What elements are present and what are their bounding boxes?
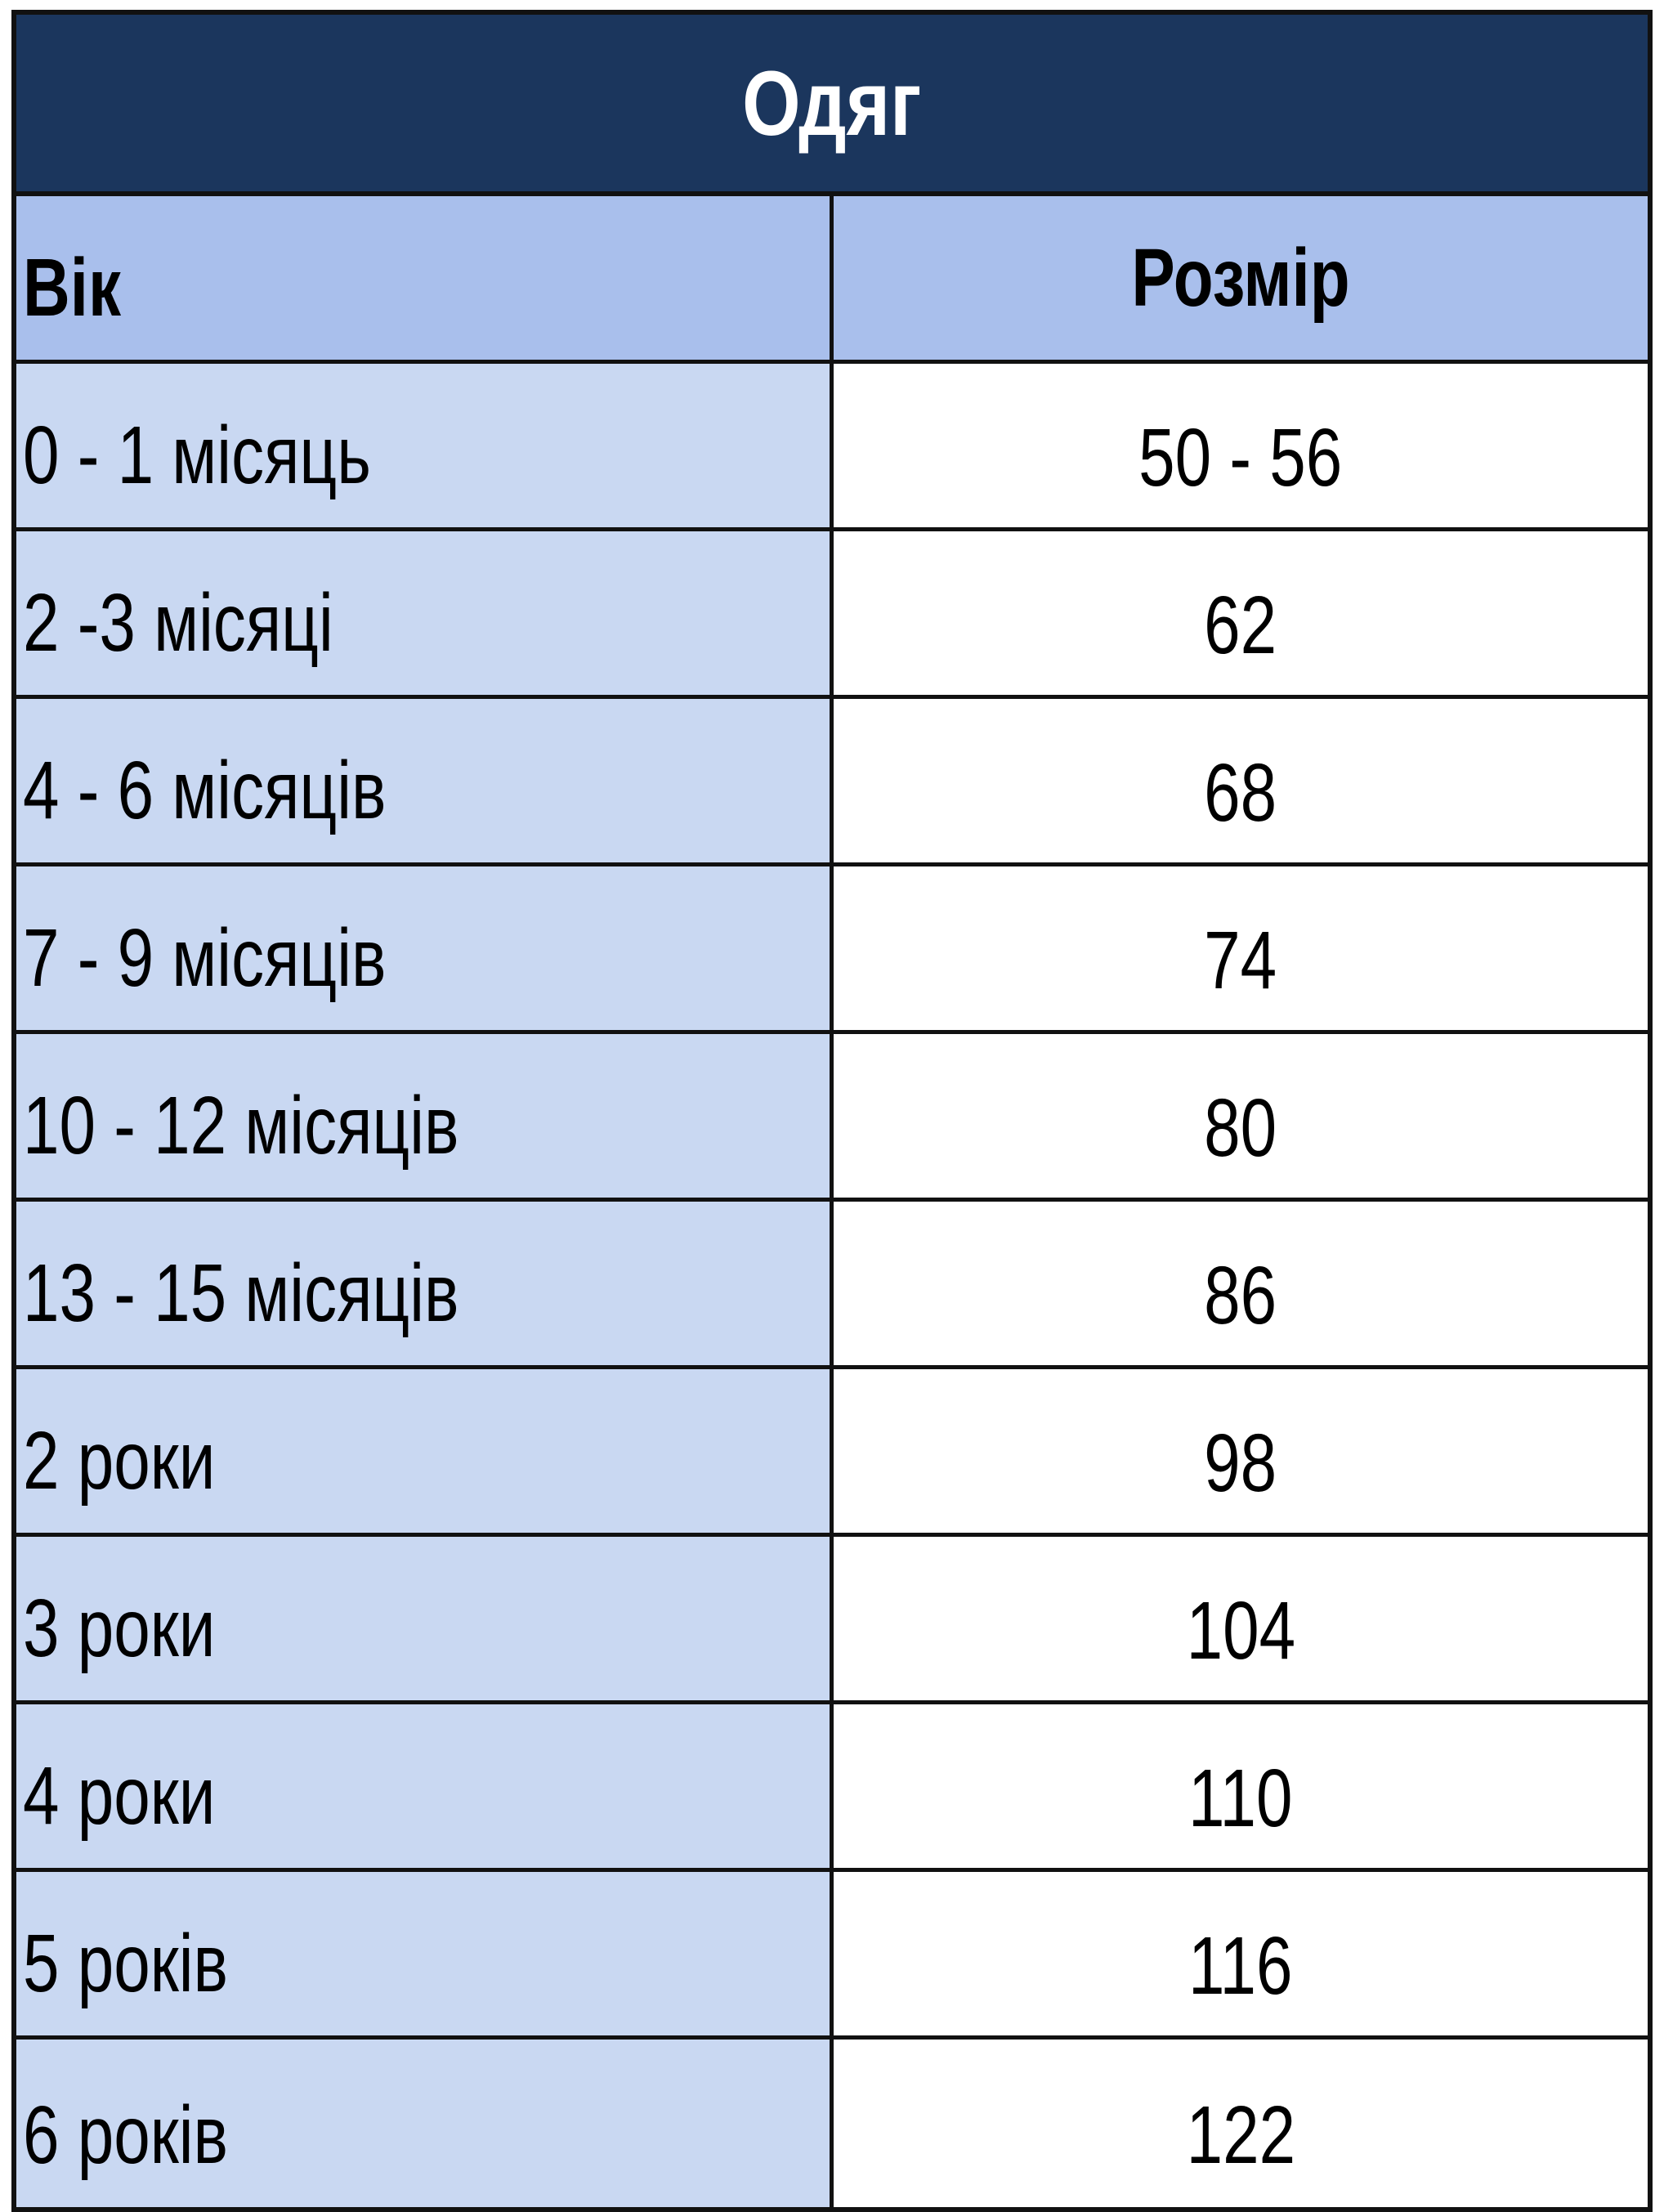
table-title: Одяг: [16, 15, 1648, 196]
size-text: 98: [1204, 1417, 1277, 1509]
age-cell: 5 років: [16, 1872, 834, 2035]
age-cell: 0 - 1 місяць: [16, 364, 834, 527]
age-cell: 13 - 15 місяців: [16, 1202, 834, 1365]
age-text: 5 років: [23, 1918, 228, 2009]
age-text: 2 роки: [23, 1415, 216, 1507]
table-row: 7 - 9 місяців 74: [16, 866, 1648, 1034]
header-size-text: Розмір: [1131, 231, 1350, 324]
size-cell: 110: [834, 1704, 1648, 1868]
age-cell: 3 роки: [16, 1537, 834, 1700]
size-cell: 122: [834, 2040, 1648, 2207]
size-cell: 68: [834, 699, 1648, 862]
size-text: 116: [1188, 1919, 1293, 2012]
age-cell: 4 - 6 місяців: [16, 699, 834, 862]
age-text: 6 років: [23, 2089, 228, 2181]
table-row: 4 - 6 місяців 68: [16, 699, 1648, 866]
age-text: 4 - 6 місяців: [23, 745, 387, 836]
table-row: 3 роки 104: [16, 1537, 1648, 1704]
age-cell: 2 роки: [16, 1369, 834, 1533]
size-text: 110: [1188, 1752, 1293, 1844]
size-text: 62: [1204, 579, 1277, 671]
size-text: 104: [1186, 1584, 1295, 1677]
table-row: 0 - 1 місяць 50 - 56: [16, 364, 1648, 531]
size-text: 50 - 56: [1138, 411, 1343, 504]
header-size: Розмір: [834, 196, 1648, 360]
table-row: 5 років 116: [16, 1872, 1648, 2040]
table-row: 2 -3 місяці 62: [16, 531, 1648, 699]
header-age-text: Вік: [23, 242, 122, 334]
size-text: 86: [1204, 1249, 1277, 1341]
size-cell: 50 - 56: [834, 364, 1648, 527]
table-row: 2 роки 98: [16, 1369, 1648, 1537]
size-text: 122: [1186, 2089, 1295, 2181]
age-text: 7 - 9 місяців: [23, 912, 387, 1004]
age-cell: 7 - 9 місяців: [16, 866, 834, 1030]
age-text: 13 - 15 місяців: [23, 1247, 459, 1339]
size-cell: 86: [834, 1202, 1648, 1365]
age-cell: 4 роки: [16, 1704, 834, 1868]
clothing-size-table: Одяг Вік Розмір 0 - 1 місяць 50 - 56 2 -3 …: [11, 10, 1653, 2212]
age-text: 10 - 12 місяців: [23, 1080, 459, 1171]
age-text: 3 роки: [23, 1583, 216, 1674]
size-cell: 74: [834, 866, 1648, 1030]
size-cell: 116: [834, 1872, 1648, 2035]
table-row: 6 років 122: [16, 2040, 1648, 2207]
size-text: 80: [1204, 1081, 1277, 1174]
size-cell: 62: [834, 531, 1648, 695]
age-cell: 2 -3 місяці: [16, 531, 834, 695]
header-row: Вік Розмір: [16, 196, 1648, 364]
table-row: 13 - 15 місяців 86: [16, 1202, 1648, 1369]
age-cell: 6 років: [16, 2040, 834, 2207]
table-row: 10 - 12 місяців 80: [16, 1034, 1648, 1202]
size-cell: 98: [834, 1369, 1648, 1533]
table-row: 4 роки 110: [16, 1704, 1648, 1872]
size-cell: 104: [834, 1537, 1648, 1700]
age-text: 2 -3 місяці: [23, 577, 333, 669]
age-text: 4 роки: [23, 1750, 216, 1842]
size-text: 68: [1204, 746, 1277, 839]
table-title-text: Одяг: [742, 51, 922, 154]
size-text: 74: [1204, 914, 1277, 1006]
age-text: 0 - 1 місяць: [23, 410, 371, 501]
age-cell: 10 - 12 місяців: [16, 1034, 834, 1198]
header-age: Вік: [16, 196, 834, 360]
size-cell: 80: [834, 1034, 1648, 1198]
